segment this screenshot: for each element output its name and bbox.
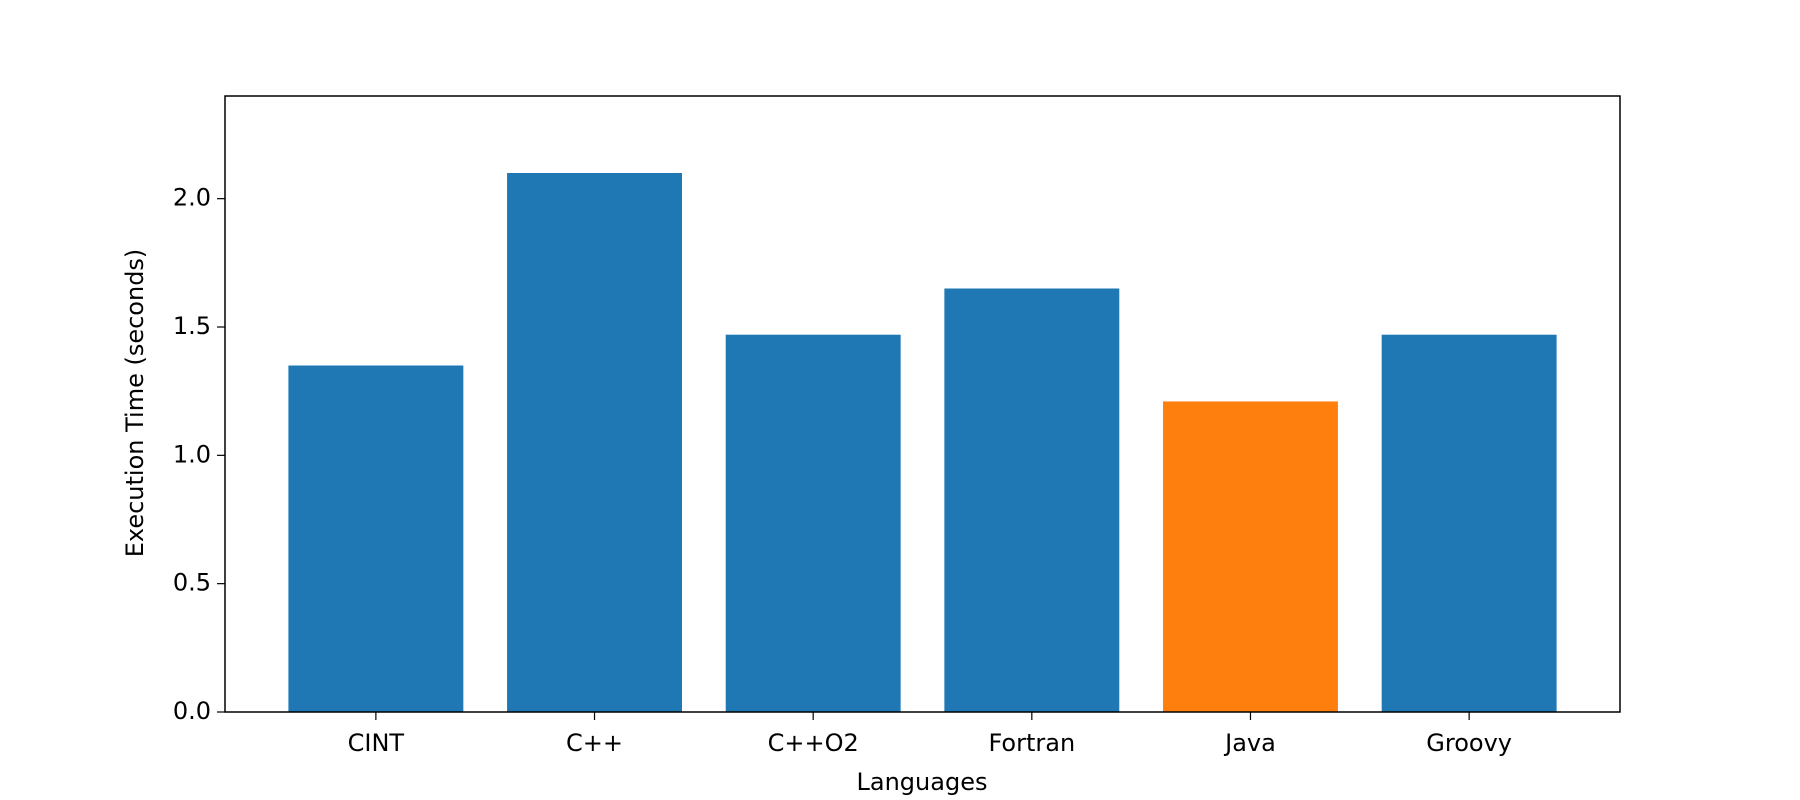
y-axis-label: Execution Time (seconds) <box>121 249 149 558</box>
y-tick-label: 1.5 <box>173 312 211 340</box>
x-tick-label: CINT <box>348 729 405 757</box>
y-tick-label: 0.0 <box>173 697 211 725</box>
x-tick-label: C++ <box>566 729 623 757</box>
x-tick-label: Java <box>1223 729 1276 757</box>
bar <box>507 173 682 712</box>
x-tick-label: C++O2 <box>768 729 859 757</box>
bar <box>1381 334 1557 712</box>
x-axis-label: Languages <box>857 768 988 796</box>
y-tick-label: 0.5 <box>173 569 211 597</box>
bar <box>725 334 901 712</box>
plot-frame <box>224 95 1621 713</box>
x-tick-label: Groovy <box>1426 729 1512 757</box>
x-tick-label: Fortran <box>988 729 1075 757</box>
bar <box>1163 401 1338 712</box>
bar <box>288 365 464 712</box>
y-tick-label: 1.0 <box>173 440 211 468</box>
y-tick-label: 2.0 <box>173 184 211 212</box>
bar <box>944 288 1120 712</box>
